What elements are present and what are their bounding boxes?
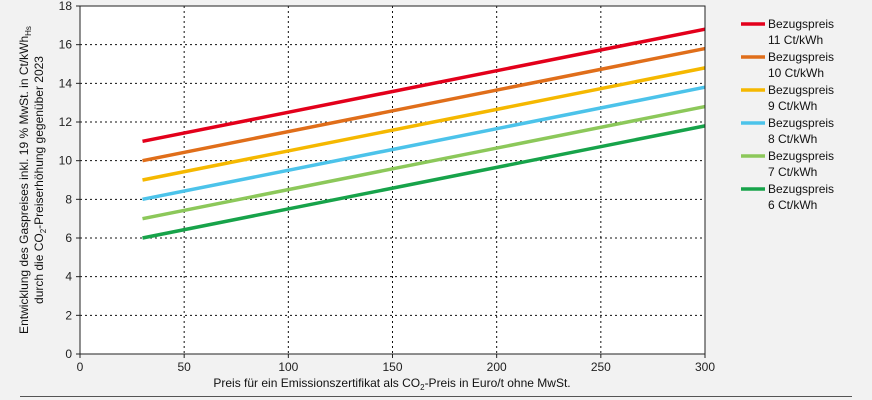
y-tick-label-6: 12 (59, 115, 73, 129)
svg-text:durch die CO2-Preiserhöhung ge: durch die CO2-Preiserhöhung gegenüber 20… (32, 56, 48, 304)
x-tick-label-6: 300 (695, 360, 715, 374)
x-tick-label-5: 250 (591, 360, 611, 374)
legend: Bezugspreis 11 Ct/kWh Bezugspreis 10 Ct/kWh… (741, 17, 834, 212)
x-axis-title: Preis für ein Emissionszertifikat als CO… (213, 376, 570, 392)
x-tick-label-4: 200 (487, 360, 507, 374)
legend-sublabel-0: 11 Ct/kWh (768, 33, 823, 47)
legend-label-5: Bezugspreis (768, 182, 834, 196)
y-tick-label-9: 18 (59, 0, 73, 13)
legend-label-4: Bezugspreis (768, 149, 834, 163)
legend-label-3: Bezugspreis (768, 116, 834, 130)
legend-sublabel-3: 8 Ct/kWh (768, 132, 817, 146)
series-line-1 (142, 46, 706, 163)
x-tick-labels: 0 50 100 150 200 250 300 (77, 354, 715, 374)
series-line-5 (142, 124, 706, 240)
x-tick-label-2: 100 (278, 360, 298, 374)
y-tick-label-8: 16 (59, 38, 73, 52)
y-tick-label-0: 0 (65, 347, 72, 361)
series-line-0 (142, 27, 706, 144)
legend-sublabel-4: 7 Ct/kWh (768, 165, 817, 179)
y-tick-label-1: 2 (65, 308, 72, 322)
x-tick-label-0: 0 (77, 360, 84, 374)
grid-lines (80, 6, 705, 354)
y-tick-label-2: 4 (65, 270, 72, 284)
y-axis-title: Entwicklung des Gaspreises inkl. 19 % Mw… (17, 26, 48, 334)
legend-label-1: Bezugspreis (768, 50, 834, 64)
y-tick-label-4: 8 (65, 192, 72, 206)
series-lines (142, 27, 706, 240)
x-tick-label-3: 150 (382, 360, 402, 374)
series-line-2 (142, 66, 706, 182)
legend-sublabel-5: 6 Ct/kWh (768, 198, 817, 212)
svg-text:Entwicklung des Gaspreises in: Entwicklung des Gaspreises inkl. 19 % Mw… (17, 26, 33, 334)
x-tick-label-1: 50 (177, 360, 191, 374)
legend-sublabel-1: 10 Ct/kWh (768, 66, 824, 80)
y-tick-label-5: 10 (59, 154, 73, 168)
y-tick-labels: 0 2 4 6 8 10 12 14 16 18 (59, 0, 80, 361)
series-line-4 (142, 104, 706, 221)
series-line-3 (142, 85, 706, 202)
legend-label-0: Bezugspreis (768, 17, 834, 31)
y-tick-label-7: 14 (59, 76, 73, 90)
y-tick-label-3: 6 (65, 231, 72, 245)
legend-label-2: Bezugspreis (768, 83, 834, 97)
bottom-divider (20, 396, 852, 397)
legend-sublabel-2: 9 Ct/kWh (768, 99, 817, 113)
